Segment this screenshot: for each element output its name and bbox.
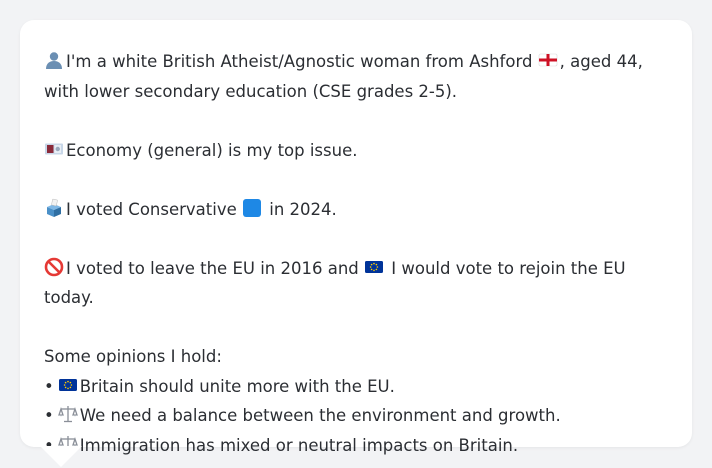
eu-text-start: I voted to leave the EU in 2016 and bbox=[66, 258, 359, 278]
bullet: • bbox=[44, 376, 54, 396]
opinions-list: • Britain should unite more with the EU. … bbox=[44, 372, 674, 461]
bullet: • bbox=[44, 435, 54, 455]
opinion-text: We need a balance between the environmen… bbox=[79, 406, 561, 425]
message-content: I'm a white British Atheist/Agnostic wom… bbox=[44, 47, 674, 460]
top-issue-line: Economy (general) is my top issue. bbox=[44, 136, 674, 166]
eu-text-end: I would vote to rejoin the EU today. bbox=[44, 258, 626, 308]
banknote-icon bbox=[44, 139, 64, 159]
profile-text-age: , aged 44, bbox=[559, 52, 643, 71]
profile-text-start: I'm a white British Atheist/Agnostic wom… bbox=[66, 52, 533, 71]
bullet: • bbox=[44, 406, 54, 425]
person-silhouette-icon bbox=[44, 50, 64, 70]
eu-flag-icon bbox=[364, 257, 384, 277]
bubble-tail bbox=[40, 446, 82, 467]
eu-referendum-line: I voted to leave the EU in 2016 and I wo… bbox=[44, 254, 674, 313]
ballot-box-icon bbox=[44, 198, 64, 218]
prohibited-icon bbox=[44, 257, 64, 277]
opinion-item: • We need a balance between the environme… bbox=[44, 401, 674, 431]
balance-scale-icon bbox=[57, 404, 78, 424]
profile-line-1: I'm a white British Atheist/Agnostic wom… bbox=[44, 47, 674, 77]
vote-text-start: I voted Conservative bbox=[66, 199, 237, 219]
opinion-text: Britain should unite more with the EU. bbox=[79, 376, 395, 396]
blue-square-icon bbox=[242, 198, 262, 218]
eu-flag-icon bbox=[58, 375, 78, 395]
top-issue-text: Economy (general) is my top issue. bbox=[66, 140, 358, 160]
england-flag-icon bbox=[538, 50, 558, 70]
profile-line-2: with lower secondary education (CSE grad… bbox=[44, 81, 458, 101]
opinion-item: • Immigration has mixed or neutral impact… bbox=[44, 431, 674, 461]
opinion-text: Immigration has mixed or neutral impacts… bbox=[79, 435, 519, 455]
vote-text-end: in 2024. bbox=[269, 199, 337, 219]
message-bubble: I'm a white British Atheist/Agnostic wom… bbox=[20, 20, 692, 455]
opinions-heading: Some opinions I hold: bbox=[44, 347, 222, 366]
vote-2024-line: I voted Conservative in 2024. bbox=[44, 195, 674, 225]
opinion-item: • Britain should unite more with the EU. bbox=[44, 372, 674, 402]
